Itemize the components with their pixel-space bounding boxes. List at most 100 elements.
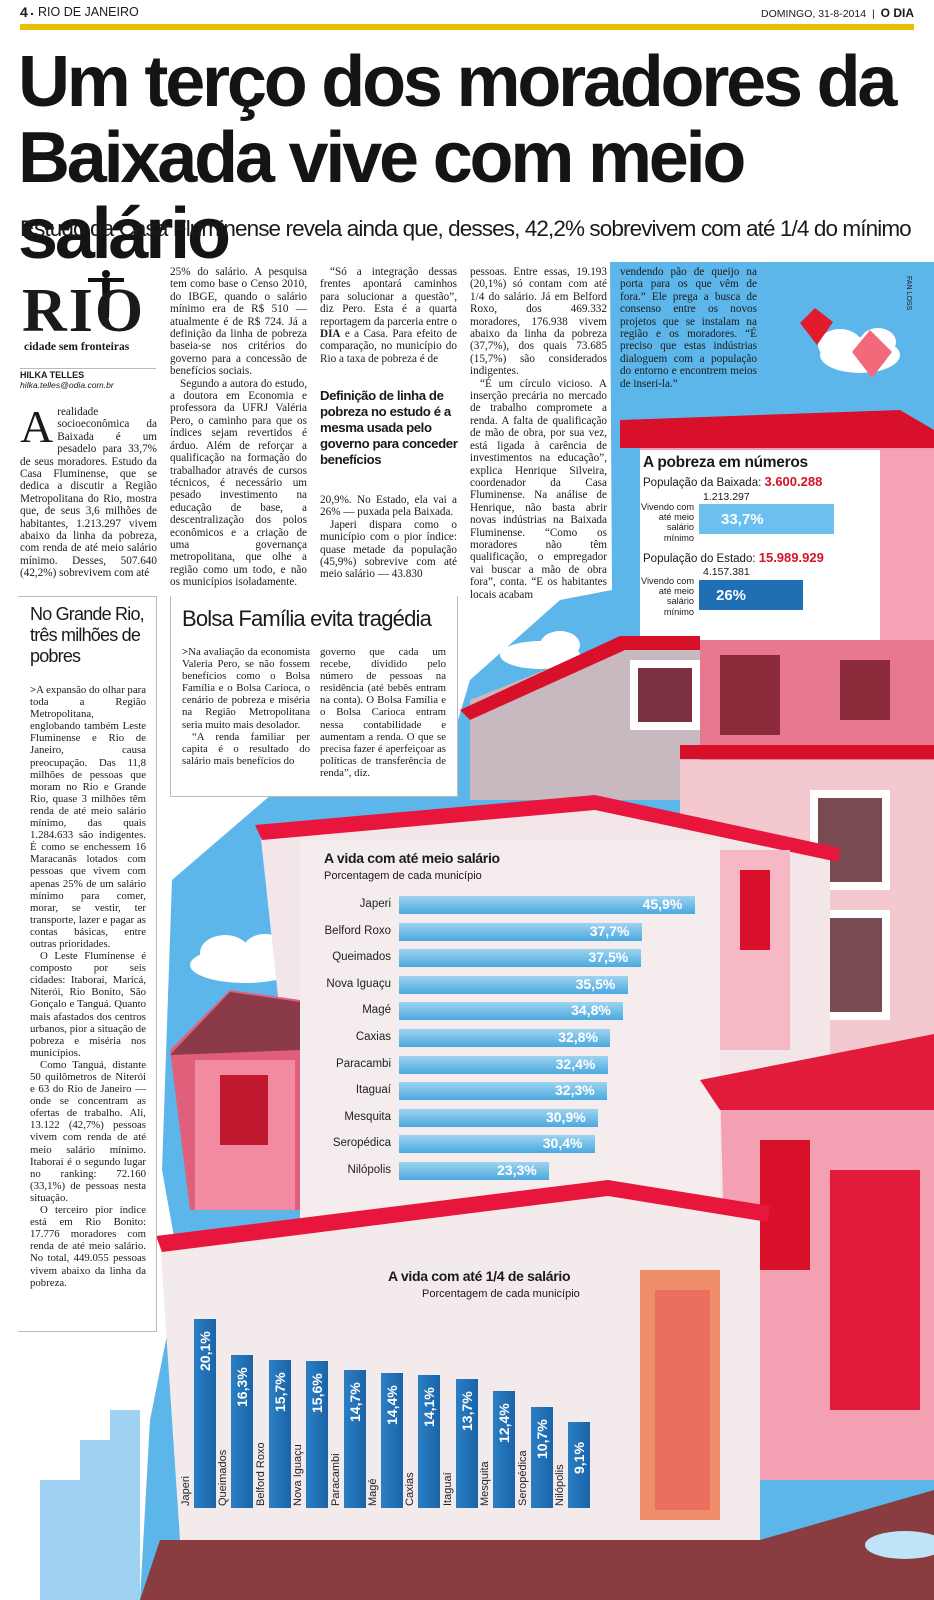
chart2-bar: [493, 1391, 516, 1508]
chart2-category-label: Japeri: [180, 1476, 192, 1506]
chart1-bar: [399, 1162, 550, 1180]
sidebar-p2: O Leste Fluminense é composto por seis c…: [30, 950, 146, 1059]
baixada-population: População da Baixada: 3.600.288: [643, 474, 822, 489]
sidebar-p3: Como Tanguá, distante 50 quilômetros de …: [30, 1058, 146, 1204]
chart1-value-label: 37,5%: [588, 949, 629, 966]
chart1-category-label: Nova Iguaçu: [326, 977, 391, 990]
chart1-bar: [399, 1135, 595, 1154]
chart2-bar: [268, 1360, 291, 1508]
chart2-value-label: 13,7%: [458, 1391, 475, 1432]
chart2-value-label: 14,7%: [346, 1382, 363, 1422]
chart1-value-label: 37,7%: [589, 922, 630, 939]
bolsa-col-b: governo que cada um recebe, dividido pel…: [320, 646, 446, 779]
chart2-title: A vida com até 1/4 de salário: [388, 1268, 571, 1284]
sidebar-text: >A expansão do olhar para toda a Região …: [30, 684, 146, 1289]
article-col3-p2: 20,9%. No Estado, ela vai a 26% — puxada…: [320, 494, 457, 519]
bolsa-a1-text: Na avaliação da economista Valeria Pero,…: [182, 646, 310, 731]
chart2-value-label: 16,3%: [234, 1367, 251, 1407]
chart1-category-label: Queimados: [332, 951, 391, 964]
illustration-credit: FAN LOSS: [905, 276, 912, 311]
bolsa-title: Bolsa Família evita tragédia: [182, 606, 432, 631]
kite-icon: [852, 330, 892, 378]
chart1-value-label: 32,4%: [555, 1055, 596, 1072]
chart1-value-label: 32,8%: [558, 1029, 598, 1045]
header-rule: [20, 24, 914, 30]
chart2-bar: [306, 1361, 329, 1508]
byline-author: HILKA TELLES: [20, 370, 85, 380]
sidebar-p1: >A expansão do olhar para toda a Região …: [30, 684, 146, 950]
bolsa-col-a: >Na avaliação da economista Valeria Pero…: [182, 646, 310, 767]
chart1-category-label: Mesquita: [344, 1110, 391, 1123]
chart1-value-label: 34,8%: [571, 1002, 611, 1019]
page-number: 4: [20, 4, 28, 20]
chart1-bar: [399, 1002, 624, 1021]
bolsa-box: [170, 596, 458, 797]
col3-brand: DIA: [320, 328, 341, 341]
estado-vivendo-label: Vivendo com até meio salário mínimo: [641, 576, 694, 617]
chart2-bar: [568, 1422, 590, 1508]
headline-line1: Um terço dos moradores da: [18, 42, 897, 122]
chart1-bar: [399, 1108, 598, 1127]
chart1-value-label: 32,3%: [555, 1082, 595, 1099]
chart1-category-label: Caxias: [355, 1031, 391, 1043]
chart2-category-label: Itaguaí: [441, 1472, 454, 1506]
byline-email[interactable]: hilka.telles@odia.com.br: [20, 380, 114, 390]
article-column-2: 25% do salário. A pesquisa tem como base…: [170, 266, 307, 589]
chart1-bar: [399, 1055, 608, 1074]
brand-logo: O DIA: [880, 6, 914, 20]
chart1-category-label: Japeri: [359, 898, 391, 910]
chart2-value-label: 15,6%: [309, 1373, 326, 1414]
chart2-value-label: 14,1%: [421, 1387, 438, 1428]
chart1-title: A vida com até meio salário: [324, 850, 500, 866]
article-col3-p1: “Só a integração dessas frentes apontará…: [320, 266, 457, 365]
chart2-category-label: Nilópolis: [554, 1464, 566, 1506]
headline: Um terço dos moradores da Baixada vive c…: [18, 44, 918, 272]
chart2-value-label: 20,1%: [197, 1331, 213, 1372]
chart2-value-label: 10,7%: [533, 1419, 550, 1460]
chart2-value-label: 15,7%: [271, 1372, 288, 1413]
baixada-label: População da Baixada:: [643, 477, 765, 489]
baixada-bar: [699, 504, 834, 534]
christ-statue-icon: [88, 270, 124, 318]
sidebar-title: No Grande Rio, três milhões de pobres: [30, 604, 145, 666]
sidebar-box: [18, 596, 157, 1332]
page-number-dot: .: [30, 2, 34, 18]
chart2-category-label: Belford Roxo: [254, 1442, 267, 1506]
article-col1-text: realidade socioeconômica da Baixada é um…: [20, 406, 157, 580]
baixada-value: 3.600.288: [764, 474, 823, 489]
chart2-category-label: Nova Iguaçu: [292, 1444, 305, 1506]
chart2-bar: [418, 1375, 441, 1508]
chart2-category-label: Mesquita: [479, 1461, 492, 1506]
chart2-subtitle: Porcentagem de cada município: [422, 1288, 580, 1300]
article-col5-text: vendendo pão de queijo na porta para os …: [620, 266, 757, 390]
article-col2-p1: 25% do salário. A pesquisa tem como base…: [170, 266, 307, 378]
skyline: [40, 1410, 140, 1600]
chart1-category-label: Magé: [362, 1004, 391, 1017]
chart1-value-label: 30,9%: [545, 1108, 586, 1125]
bolsa-a2: “A renda familiar per capita é o resulta…: [182, 730, 310, 767]
headline-line2: Baixada vive com meio salário: [18, 118, 746, 274]
chart1-category-label: Nilópolis: [347, 1164, 391, 1176]
chart2-value-label: 14,4%: [384, 1384, 400, 1425]
byline-rule: [20, 368, 156, 369]
chart1-bar: [399, 1029, 611, 1047]
chart1-category-label: Paracambi: [336, 1057, 391, 1070]
estado-value: 15.989.929: [758, 550, 824, 565]
article-col2-p2: Segundo a autora do estudo, a doutora em…: [170, 377, 307, 589]
sidebar-p4: O terceiro pior índice está em Rio Bonit…: [30, 1204, 146, 1289]
series-logo: RIO cidade sem fronteiras: [22, 268, 162, 354]
bolsa-a1: >Na avaliação da economista Valeria Pero…: [182, 646, 310, 731]
chart2-category-label: Seropédica: [516, 1450, 529, 1506]
section-name: RIO DE JANEIRO: [38, 5, 139, 19]
chart2-bar: [343, 1369, 366, 1508]
article-col4-p1: pessoas. Entre essas, 19.193 (20,1%) só …: [470, 266, 607, 378]
article-col3-p3: Japeri dispara como o município com o pi…: [320, 518, 457, 581]
chart1-bar: [399, 922, 642, 941]
chart2-bar: [530, 1407, 553, 1508]
kite-icon: [800, 308, 833, 345]
chart1-value-label: 30,4%: [542, 1135, 583, 1152]
chart2-bar: [455, 1379, 478, 1508]
baixada-pct: 33,7%: [721, 511, 764, 528]
bolsa-b: governo que cada um recebe, dividido pel…: [320, 646, 446, 779]
chart1-category-label: Itaguaí: [355, 1084, 391, 1097]
